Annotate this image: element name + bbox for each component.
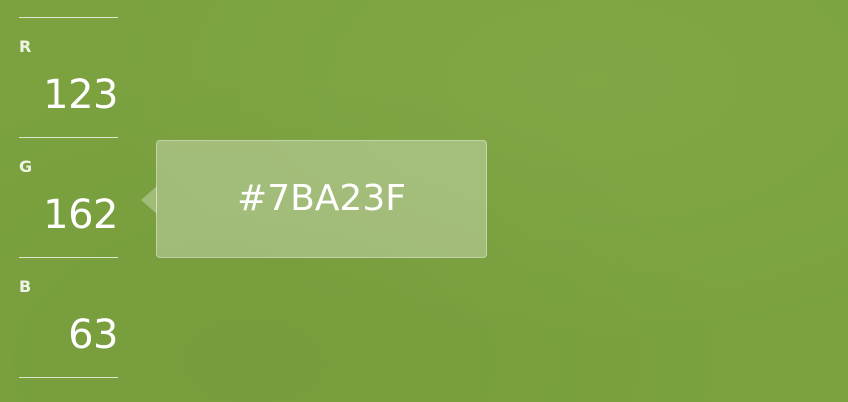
tooltip-pointer [141, 186, 157, 214]
divider [19, 17, 118, 18]
divider [19, 137, 118, 138]
channel-b: B 63 [19, 257, 118, 377]
channel-r-value: 123 [43, 72, 118, 118]
channel-g: G 162 [19, 137, 118, 257]
hex-tooltip[interactable]: #7BA23F [141, 140, 487, 258]
channel-r: R 123 [19, 17, 118, 137]
channel-b-value: 63 [68, 312, 118, 358]
channel-r-label: R [19, 37, 32, 56]
hex-code[interactable]: #7BA23F [237, 178, 406, 219]
divider [19, 257, 118, 258]
divider [19, 377, 118, 378]
channel-g-label: G [19, 157, 33, 176]
channel-g-value: 162 [43, 192, 118, 238]
channel-b-label: B [19, 277, 32, 296]
